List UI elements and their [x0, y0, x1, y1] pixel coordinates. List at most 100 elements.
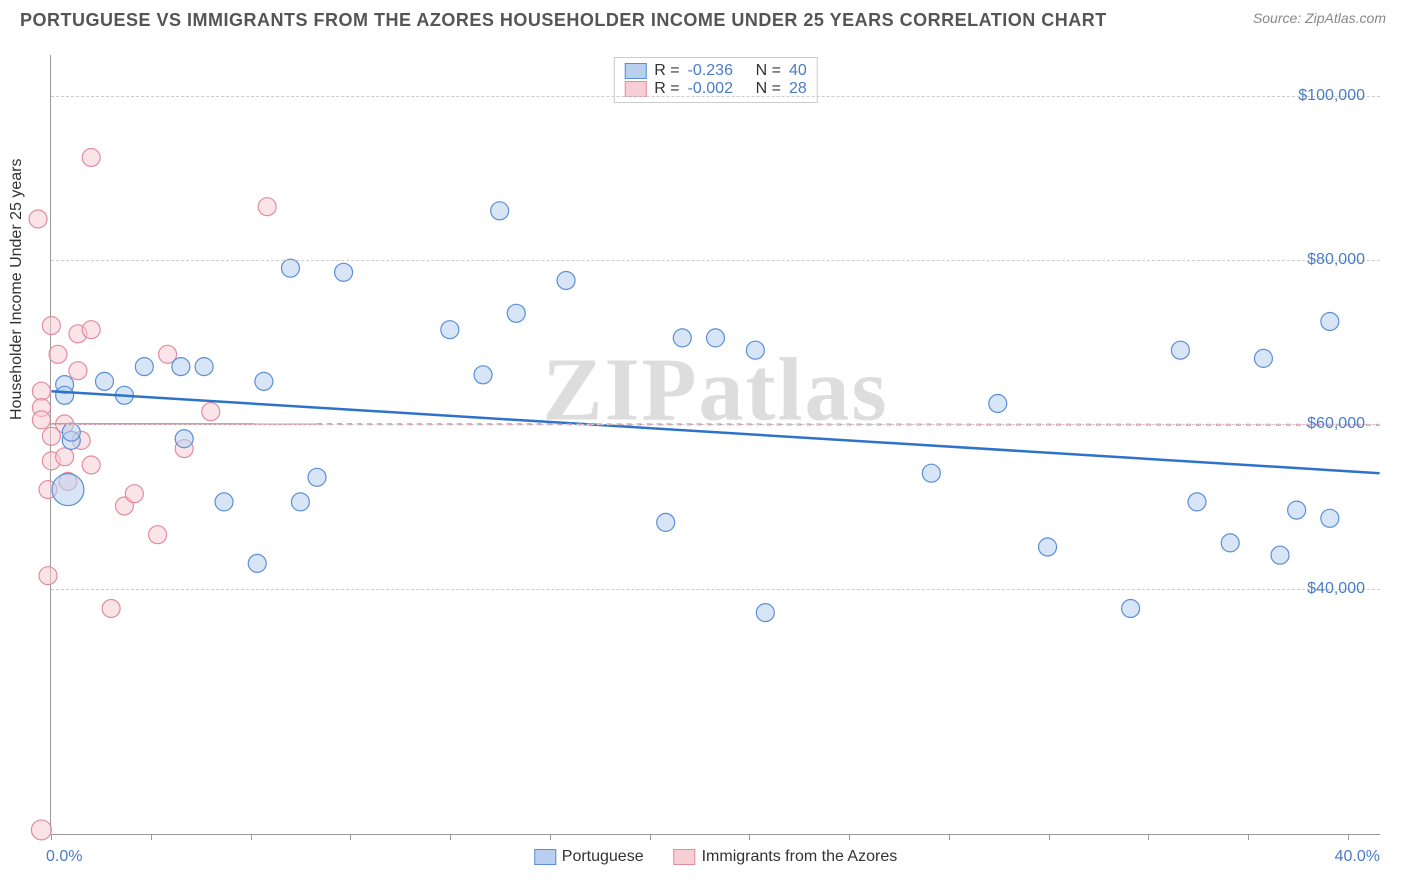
x-tick-mark	[550, 834, 551, 840]
legend-n-value: 40	[789, 62, 807, 80]
series-a-point	[557, 272, 575, 290]
series-b-point	[202, 403, 220, 421]
series-a-point	[255, 372, 273, 390]
series-a-point	[474, 366, 492, 384]
series-a-point	[1321, 509, 1339, 527]
gridline-horizontal	[51, 96, 1380, 97]
series-b-point	[31, 820, 51, 840]
series-a-point	[1221, 534, 1239, 552]
legend-series-item: Immigrants from the Azores	[674, 848, 898, 866]
series-b-point	[42, 317, 60, 335]
y-tick-label: $100,000	[1298, 87, 1365, 105]
x-tick-mark	[251, 834, 252, 840]
x-tick-mark	[749, 834, 750, 840]
gridline-horizontal	[51, 589, 1380, 590]
y-tick-label: $60,000	[1307, 415, 1365, 433]
series-a-point	[1271, 546, 1289, 564]
series-a-point	[1122, 600, 1140, 618]
y-tick-label: $80,000	[1307, 251, 1365, 269]
series-a-point	[657, 513, 675, 531]
gridline-horizontal	[51, 260, 1380, 261]
series-b-point	[82, 456, 100, 474]
legend-r-value: -0.236	[688, 62, 748, 80]
series-b-point	[49, 345, 67, 363]
series-a-point	[746, 341, 764, 359]
series-b-point	[102, 600, 120, 618]
series-b-point	[149, 526, 167, 544]
x-tick-mark	[450, 834, 451, 840]
series-b-point	[69, 362, 87, 380]
series-a-point	[1171, 341, 1189, 359]
series-a-point	[135, 358, 153, 376]
legend-swatch	[624, 81, 646, 97]
series-a-point	[56, 386, 74, 404]
source-prefix: Source:	[1253, 10, 1305, 26]
legend-swatch	[674, 849, 696, 865]
legend-swatch	[624, 63, 646, 79]
series-a-point	[52, 474, 84, 506]
series-a-point	[175, 430, 193, 448]
source-name: ZipAtlas.com	[1305, 10, 1386, 26]
legend-series-label: Immigrants from the Azores	[702, 848, 898, 866]
x-axis-min-label: 0.0%	[46, 848, 82, 866]
x-tick-mark	[1049, 834, 1050, 840]
series-a-point	[989, 395, 1007, 413]
series-a-point	[1254, 349, 1272, 367]
chart-header: PORTUGUESE VS IMMIGRANTS FROM THE AZORES…	[0, 0, 1406, 31]
series-a-point	[756, 604, 774, 622]
trendline-series-a	[51, 391, 1379, 473]
series-b-point	[125, 485, 143, 503]
series-a-point	[335, 263, 353, 281]
series-a-point	[1288, 501, 1306, 519]
x-tick-mark	[849, 834, 850, 840]
x-tick-mark	[1348, 834, 1349, 840]
series-a-point	[281, 259, 299, 277]
series-a-point	[1188, 493, 1206, 511]
x-axis-max-label: 40.0%	[1335, 848, 1380, 866]
series-a-point	[1321, 313, 1339, 331]
series-b-point	[82, 149, 100, 167]
x-tick-mark	[650, 834, 651, 840]
series-a-point	[195, 358, 213, 376]
series-a-point	[248, 554, 266, 572]
series-b-point	[56, 448, 74, 466]
series-b-point	[32, 411, 50, 429]
series-a-point	[507, 304, 525, 322]
scatter-plot-svg	[51, 55, 1380, 834]
x-tick-mark	[949, 834, 950, 840]
series-a-point	[215, 493, 233, 511]
series-a-point	[707, 329, 725, 347]
x-tick-mark	[151, 834, 152, 840]
series-b-point	[29, 210, 47, 228]
x-tick-mark	[51, 834, 52, 840]
series-a-point	[922, 464, 940, 482]
x-tick-mark	[1148, 834, 1149, 840]
series-b-point	[39, 567, 57, 585]
series-b-point	[82, 321, 100, 339]
series-a-point	[95, 372, 113, 390]
series-a-point	[291, 493, 309, 511]
legend-row: R =-0.236N =40	[624, 62, 806, 80]
legend-series-item: Portuguese	[534, 848, 644, 866]
chart-plot-area: ZIPatlas R =-0.236N =40R =-0.002N =28 Po…	[50, 55, 1380, 835]
series-a-point	[62, 423, 80, 441]
chart-source: Source: ZipAtlas.com	[1253, 10, 1386, 26]
legend-n-label: N =	[756, 62, 781, 80]
legend-series-label: Portuguese	[562, 848, 644, 866]
series-b-point	[258, 198, 276, 216]
series-b-point	[32, 382, 50, 400]
series-a-point	[172, 358, 190, 376]
series-a-point	[491, 202, 509, 220]
series-a-point	[1039, 538, 1057, 556]
x-tick-mark	[350, 834, 351, 840]
legend-swatch	[534, 849, 556, 865]
y-axis-label: Householder Income Under 25 years	[8, 159, 26, 420]
x-tick-mark	[1248, 834, 1249, 840]
series-a-point	[441, 321, 459, 339]
gridline-horizontal	[51, 424, 1380, 425]
series-legend: Portuguese Immigrants from the Azores	[534, 848, 897, 866]
series-a-point	[673, 329, 691, 347]
chart-title: PORTUGUESE VS IMMIGRANTS FROM THE AZORES…	[20, 10, 1107, 31]
y-tick-label: $40,000	[1307, 580, 1365, 598]
series-a-point	[308, 468, 326, 486]
